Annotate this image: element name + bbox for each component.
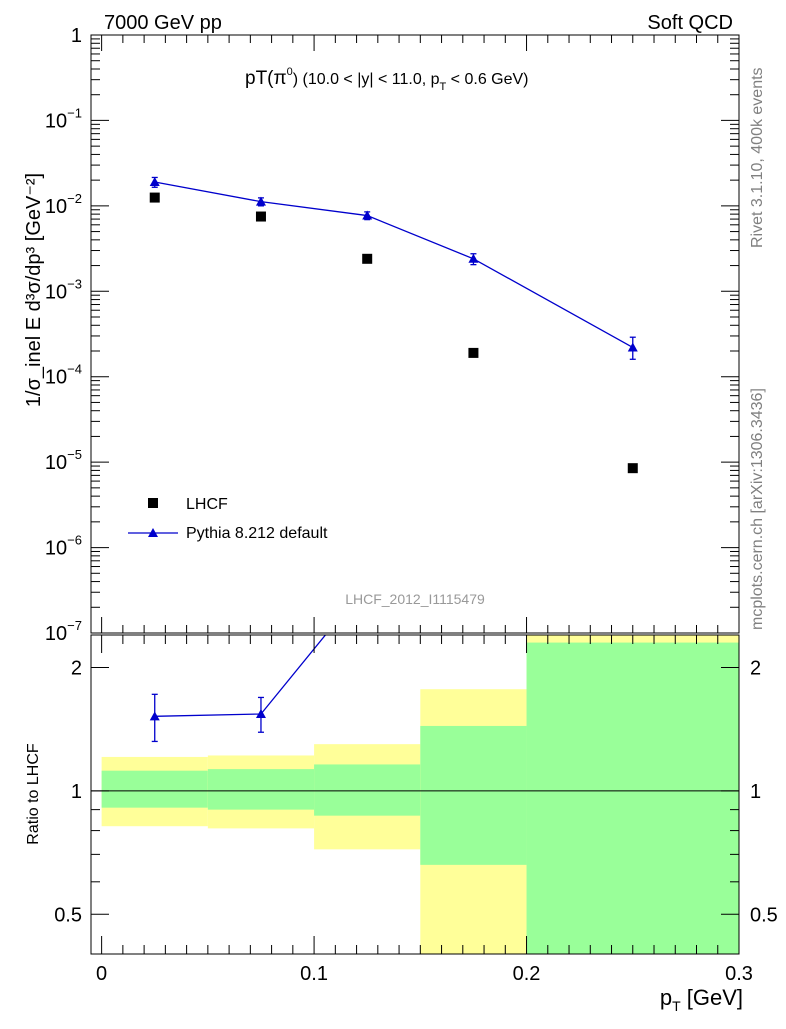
pythia-point bbox=[468, 253, 479, 263]
main-ytick-label-base: 10 bbox=[45, 623, 67, 645]
ratio-ytick-label-right: 2 bbox=[750, 657, 761, 679]
main-ytick-label-base: 10 bbox=[45, 110, 67, 132]
pythia-line bbox=[154, 181, 634, 349]
ratio-band-inner bbox=[314, 764, 421, 816]
header-right: Soft QCD bbox=[647, 12, 733, 34]
ratio-panel-tick-labels: 0.5 0.5 1 1 2 2 0 0.1 0.2 0.3 bbox=[54, 657, 778, 985]
ratio-bands bbox=[101, 635, 739, 954]
ratio-band-inner bbox=[101, 770, 208, 808]
side-top: Rivet 3.1.10, 400k events bbox=[749, 67, 766, 248]
pythia-point bbox=[627, 342, 638, 352]
plot-title-rest-a: ) (10.0 < |y| < 11.0, p bbox=[293, 71, 440, 88]
main-panel: pT(π0) (10.0 < |y| < 11.0, pT < 0.6 GeV)… bbox=[23, 25, 740, 645]
ratio-xtick-label: 0.3 bbox=[725, 963, 753, 985]
header-left: 7000 GeV pp bbox=[104, 12, 222, 34]
pythia-point bbox=[255, 196, 266, 206]
ratio-xtick-label: 0.2 bbox=[513, 963, 541, 985]
main-ytick-label-exp: −7 bbox=[67, 618, 82, 633]
ratio-xtick-label: 0.1 bbox=[300, 963, 328, 985]
ratio-xlabel-unit: [GeV] bbox=[681, 985, 743, 1010]
plot-title-main: pT(π bbox=[245, 68, 287, 89]
main-ytick-label: 10−3 bbox=[45, 276, 82, 303]
legend-label-pythia: Pythia 8.212 default bbox=[186, 525, 328, 542]
main-ytick-label-base: 10 bbox=[45, 196, 67, 218]
pythia-point bbox=[149, 177, 160, 187]
ratio-panel-ticks bbox=[91, 635, 740, 955]
ratio-pythia-line bbox=[154, 635, 327, 717]
ratio-ytick-label-left: 2 bbox=[71, 657, 82, 679]
legend: LHCF Pythia 8.212 default bbox=[128, 496, 328, 542]
main-panel-frame bbox=[90, 34, 740, 634]
lhcf-point bbox=[149, 192, 160, 203]
main-ytick-label: 10−7 bbox=[45, 618, 82, 645]
ratio-band-inner bbox=[420, 725, 527, 865]
ratio-series bbox=[149, 206, 638, 743]
main-ytick-label-base: 10 bbox=[45, 367, 67, 389]
main-ytick-label: 10−4 bbox=[45, 362, 82, 389]
ratio-pythia-point bbox=[149, 711, 160, 721]
ratio-ylabel: Ratio to LHCF bbox=[25, 743, 42, 845]
main-ytick-label-base: 10 bbox=[45, 452, 67, 474]
ratio-pythia-point bbox=[362, 579, 372, 588]
ratio-xlabel: pT [GeV] bbox=[660, 985, 743, 1014]
ratio-xtick-label: 0 bbox=[96, 963, 107, 985]
main-ytick-label: 10−5 bbox=[45, 447, 82, 474]
ratio-pythia-point bbox=[255, 708, 266, 718]
side-bottom: mcplots.cern.ch [arXiv:1306.3436] bbox=[749, 388, 766, 630]
main-ytick-label-exp: −6 bbox=[67, 533, 82, 548]
main-ylabel: 1/σ_inel E d³σ/dp³ [GeV⁻²] bbox=[23, 173, 45, 407]
main-ytick-label-exp: −3 bbox=[67, 276, 82, 291]
main-panel-ticks bbox=[91, 34, 740, 634]
main-panel-ytick-labels: 110−110−210−310−410−510−610−7 bbox=[45, 25, 82, 645]
main-ytick-label-exp: −1 bbox=[67, 105, 82, 120]
lhcf-point bbox=[468, 347, 479, 358]
plot-title-sub: T bbox=[440, 81, 447, 93]
ratio-pythia-point bbox=[628, 206, 638, 215]
main-ytick-label-exp: −2 bbox=[67, 191, 82, 206]
main-ytick-label: 10−1 bbox=[45, 105, 82, 132]
ratio-ytick-label-right: 1 bbox=[750, 781, 761, 803]
main-ytick-label-exp: −5 bbox=[67, 447, 82, 462]
lhcf-point bbox=[627, 463, 638, 474]
main-ytick-label-base: 10 bbox=[45, 538, 67, 560]
ratio-pythia-point bbox=[468, 335, 478, 344]
watermark: LHCF_2012_I1115479 bbox=[345, 591, 485, 607]
plot-title-rest-b: < 0.6 GeV) bbox=[446, 71, 528, 88]
ratio-xlabel-main: p bbox=[660, 985, 672, 1010]
plot-title-sup: 0 bbox=[287, 66, 293, 78]
lhcf-point bbox=[255, 211, 266, 222]
ratio-ytick-label-left: 0.5 bbox=[54, 904, 82, 926]
ratio-band-inner bbox=[526, 642, 739, 954]
legend-label-lhcf: LHCF bbox=[186, 496, 228, 513]
ratio-ytick-label-left: 1 bbox=[71, 781, 82, 803]
main-panel-series bbox=[149, 176, 638, 474]
main-ytick-label: 1 bbox=[71, 25, 82, 47]
ratio-ytick-label-right: 0.5 bbox=[750, 904, 778, 926]
ratio-band-inner bbox=[207, 769, 315, 810]
lhcf-point bbox=[362, 253, 373, 264]
plot-title: pT(π0) (10.0 < |y| < 11.0, pT < 0.6 GeV) bbox=[245, 66, 529, 93]
main-ytick-label-exp: −4 bbox=[67, 362, 82, 377]
ratio-xlabel-sub: T bbox=[672, 998, 681, 1014]
main-ytick-label-base: 10 bbox=[45, 281, 67, 303]
legend-marker-pythia bbox=[148, 528, 158, 537]
legend-marker-lhcf bbox=[148, 498, 158, 508]
ratio-panel-frame bbox=[90, 634, 740, 955]
main-ytick-label: 10−6 bbox=[45, 533, 82, 560]
pythia-point bbox=[362, 210, 373, 220]
ratio-panel: 0.5 0.5 1 1 2 2 0 0.1 0.2 0.3 Ratio to LHCF pT [G… bbox=[25, 206, 778, 1014]
main-ytick-label: 10−2 bbox=[45, 191, 82, 218]
main-ytick-label-base: 1 bbox=[71, 25, 82, 47]
